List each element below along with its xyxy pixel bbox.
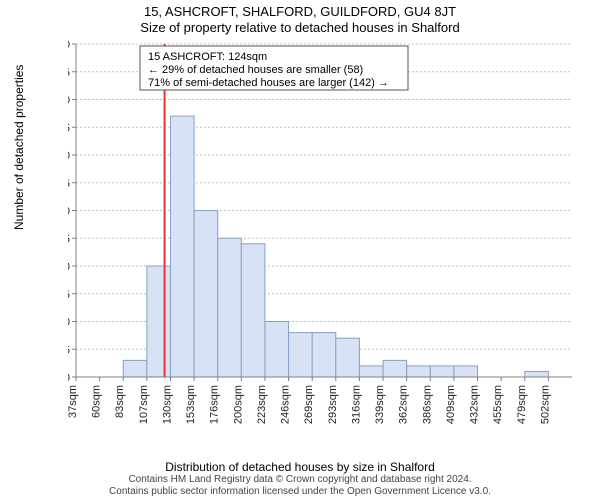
svg-text:50: 50 <box>68 95 70 107</box>
svg-text:37sqm: 37sqm <box>68 385 79 418</box>
svg-text:269sqm: 269sqm <box>303 385 315 424</box>
x-axis-label: Distribution of detached houses by size … <box>0 460 600 474</box>
svg-text:432sqm: 432sqm <box>469 385 481 424</box>
svg-text:60sqm: 60sqm <box>91 385 103 418</box>
svg-text:176sqm: 176sqm <box>209 385 221 424</box>
histogram-bar <box>194 211 218 378</box>
svg-text:55: 55 <box>68 67 70 79</box>
histogram-bar <box>359 366 383 377</box>
histogram-bar <box>123 360 147 377</box>
histogram-bar <box>265 322 289 378</box>
svg-text:35: 35 <box>68 178 70 190</box>
svg-text:362sqm: 362sqm <box>398 385 410 424</box>
attribution-footer: Contains HM Land Registry data © Crown c… <box>0 474 600 498</box>
svg-text:130sqm: 130sqm <box>161 385 173 424</box>
svg-text:502sqm: 502sqm <box>539 385 551 424</box>
svg-text:71% of semi-detached houses ar: 71% of semi-detached houses are larger (… <box>148 77 389 89</box>
svg-text:40: 40 <box>68 150 70 162</box>
chart-area: 0 5 10 15 20 25 30 35 40 45 50 55 60 37sqm 60sqm 83sqm 1… <box>68 40 578 435</box>
svg-text:107sqm: 107sqm <box>138 385 150 424</box>
svg-text:15 ASHCROFT: 124sqm: 15 ASHCROFT: 124sqm <box>148 51 267 63</box>
histogram-bar <box>170 116 194 377</box>
svg-text:386sqm: 386sqm <box>421 385 433 424</box>
svg-text:223sqm: 223sqm <box>256 385 268 424</box>
info-box: 15 ASHCROFT: 124sqm← 29% of detached hou… <box>140 46 408 90</box>
histogram-svg: 0 5 10 15 20 25 30 35 40 45 50 55 60 37sqm 60sqm 83sqm 1… <box>68 40 578 435</box>
svg-text:246sqm: 246sqm <box>280 385 292 424</box>
svg-text:200sqm: 200sqm <box>232 385 244 424</box>
svg-text:83sqm: 83sqm <box>114 385 126 418</box>
histogram-bar <box>147 266 171 377</box>
histogram-bar <box>383 360 407 377</box>
svg-text:30: 30 <box>68 206 70 218</box>
histogram-bar <box>525 371 549 377</box>
histogram-bar <box>430 366 454 377</box>
svg-text:293sqm: 293sqm <box>327 385 339 424</box>
svg-text:5: 5 <box>68 344 70 356</box>
svg-text:15: 15 <box>68 289 70 301</box>
svg-text:60: 60 <box>68 40 70 51</box>
svg-text:20: 20 <box>68 261 70 273</box>
histogram-bar <box>407 366 431 377</box>
y-axis-label: Number of detached properties <box>12 65 26 230</box>
svg-text:479sqm: 479sqm <box>516 385 528 424</box>
histogram-bar <box>218 238 242 377</box>
svg-text:339sqm: 339sqm <box>374 385 386 424</box>
histogram-bar <box>336 338 360 377</box>
histogram-bar <box>289 333 313 377</box>
svg-text:25: 25 <box>68 233 70 245</box>
footer-line: Contains HM Land Registry data © Crown c… <box>0 474 600 486</box>
histogram-bar <box>454 366 478 377</box>
chart-subtitle: Size of property relative to detached ho… <box>0 20 600 35</box>
svg-text:153sqm: 153sqm <box>185 385 197 424</box>
svg-text:0: 0 <box>68 372 70 384</box>
svg-text:← 29% of detached houses are s: ← 29% of detached houses are smaller (58… <box>148 64 363 76</box>
svg-text:316sqm: 316sqm <box>350 385 362 424</box>
svg-text:45: 45 <box>68 122 70 134</box>
svg-text:455sqm: 455sqm <box>492 385 504 424</box>
svg-text:409sqm: 409sqm <box>445 385 457 424</box>
svg-text:10: 10 <box>68 317 70 329</box>
histogram-bar <box>241 244 265 377</box>
footer-line: Contains public sector information licen… <box>0 486 600 498</box>
page-title: 15, ASHCROFT, SHALFORD, GUILDFORD, GU4 8… <box>0 4 600 19</box>
histogram-bar <box>312 333 336 377</box>
